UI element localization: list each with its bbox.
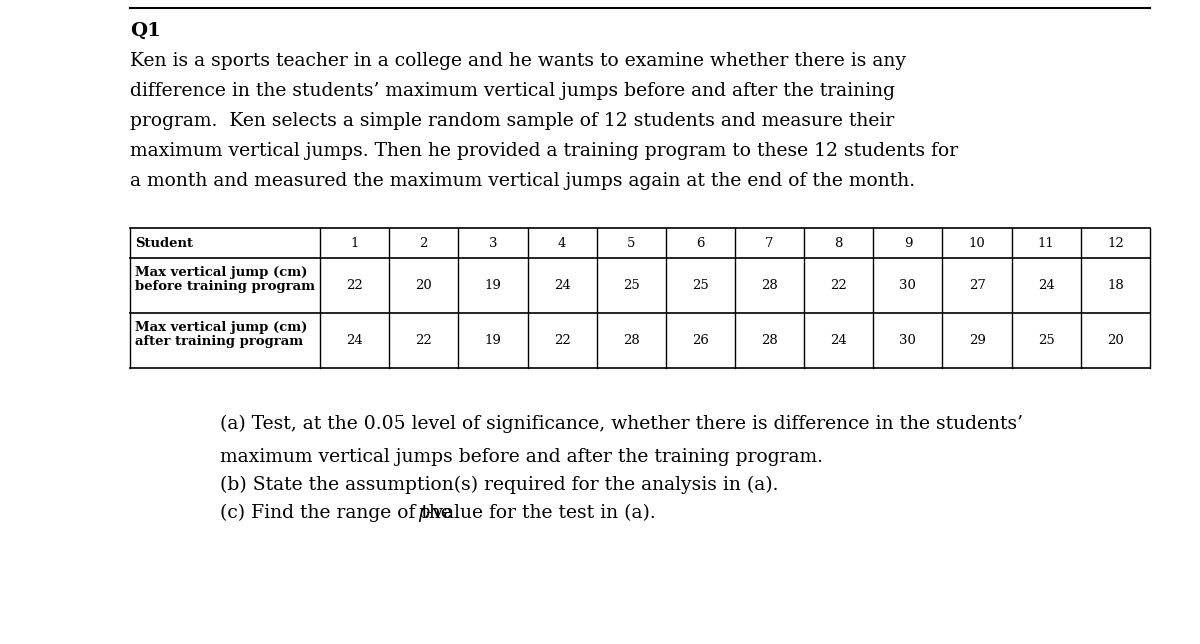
Text: before training program: before training program [134, 280, 314, 293]
Text: 7: 7 [766, 236, 774, 249]
Text: 22: 22 [553, 334, 570, 347]
Text: 24: 24 [1038, 279, 1055, 292]
Text: Ken is a sports teacher in a college and he wants to examine whether there is an: Ken is a sports teacher in a college and… [130, 52, 906, 70]
Text: 25: 25 [1038, 334, 1055, 347]
Text: a month and measured the maximum vertical jumps again at the end of the month.: a month and measured the maximum vertica… [130, 172, 916, 190]
Text: Max vertical jump (cm): Max vertical jump (cm) [134, 321, 307, 334]
Text: 25: 25 [692, 279, 709, 292]
Text: 19: 19 [485, 279, 502, 292]
Text: (b) State the assumption(s) required for the analysis in (a).: (b) State the assumption(s) required for… [220, 476, 779, 494]
Text: 4: 4 [558, 236, 566, 249]
Text: 29: 29 [968, 334, 985, 347]
Text: 11: 11 [1038, 236, 1055, 249]
Text: Q1: Q1 [130, 22, 161, 40]
Text: 25: 25 [623, 279, 640, 292]
Text: maximum vertical jumps. Then he provided a training program to these 12 students: maximum vertical jumps. Then he provided… [130, 142, 958, 160]
Text: 24: 24 [347, 334, 362, 347]
Text: 22: 22 [347, 279, 362, 292]
Text: 20: 20 [1108, 334, 1123, 347]
Text: 18: 18 [1108, 279, 1123, 292]
Text: difference in the students’ maximum vertical jumps before and after the training: difference in the students’ maximum vert… [130, 82, 895, 100]
Text: 6: 6 [696, 236, 704, 249]
Text: 2: 2 [420, 236, 428, 249]
Text: 12: 12 [1108, 236, 1123, 249]
Text: 20: 20 [415, 279, 432, 292]
Text: 22: 22 [830, 279, 847, 292]
Text: p: p [418, 504, 430, 522]
Text: 3: 3 [488, 236, 497, 249]
Text: Max vertical jump (cm): Max vertical jump (cm) [134, 266, 307, 279]
Text: 28: 28 [623, 334, 640, 347]
Text: 28: 28 [761, 334, 778, 347]
Text: 22: 22 [415, 334, 432, 347]
Text: 26: 26 [692, 334, 709, 347]
Text: 19: 19 [485, 334, 502, 347]
Text: 24: 24 [553, 279, 570, 292]
Text: (a) Test, at the 0.05 level of significance, whether there is difference in the : (a) Test, at the 0.05 level of significa… [220, 415, 1022, 433]
Text: Student: Student [134, 236, 193, 249]
Text: 1: 1 [350, 236, 359, 249]
Text: 9: 9 [904, 236, 912, 249]
Text: 27: 27 [968, 279, 985, 292]
Text: 5: 5 [628, 236, 636, 249]
Text: maximum vertical jumps before and after the training program.: maximum vertical jumps before and after … [220, 448, 823, 466]
Text: 28: 28 [761, 279, 778, 292]
Text: 10: 10 [968, 236, 985, 249]
Text: 30: 30 [900, 334, 917, 347]
Text: program.  Ken selects a simple random sample of 12 students and measure their: program. Ken selects a simple random sam… [130, 112, 894, 130]
Text: after training program: after training program [134, 335, 304, 348]
Text: 8: 8 [834, 236, 842, 249]
Text: 24: 24 [830, 334, 847, 347]
Text: 30: 30 [900, 279, 917, 292]
Text: -value for the test in (a).: -value for the test in (a). [426, 504, 655, 522]
Text: (c) Find the range of the: (c) Find the range of the [220, 504, 458, 522]
